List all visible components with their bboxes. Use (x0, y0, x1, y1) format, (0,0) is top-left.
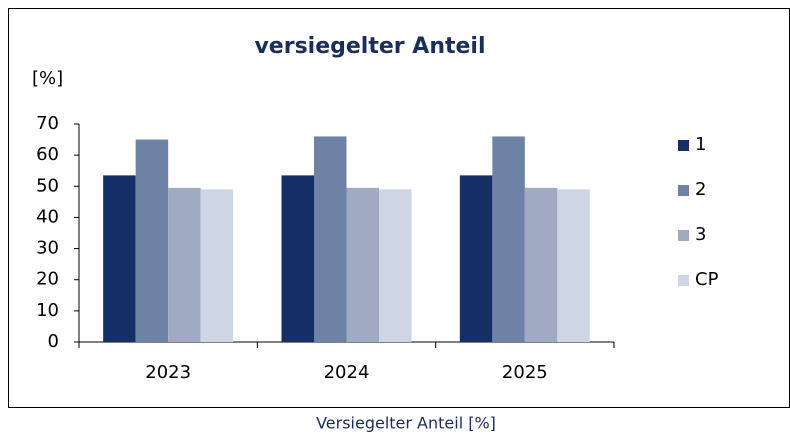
legend-label: CP (695, 269, 719, 290)
y-tick-label: 50 (36, 175, 59, 196)
bar (459, 175, 493, 342)
bar (168, 187, 201, 342)
y-tick-label: 40 (36, 206, 59, 227)
y-tick-label: 60 (36, 144, 59, 165)
bar (281, 175, 314, 342)
bar (314, 136, 347, 342)
x-tick-label: 2023 (145, 362, 191, 383)
bar (135, 139, 169, 342)
legend-swatch (678, 230, 689, 241)
legend-swatch (678, 275, 689, 286)
y-tick-label: 0 (48, 331, 59, 352)
x-tick-label: 2024 (324, 362, 370, 383)
chart-title: versiegelter Anteil (254, 34, 485, 59)
y-tick-label: 10 (36, 300, 59, 321)
legend-label: 3 (695, 224, 706, 245)
legend-swatch (678, 140, 689, 151)
legend-label: 1 (695, 134, 706, 155)
bar (557, 189, 590, 342)
x-tick-label: 2025 (502, 362, 548, 383)
bar (492, 136, 525, 342)
y-axis-label: [%] (32, 68, 63, 89)
bar (379, 189, 412, 342)
legend-swatch (678, 185, 689, 196)
y-tick-label: 20 (36, 269, 59, 290)
y-tick-label: 30 (36, 238, 59, 259)
legend-label: 2 (695, 179, 706, 200)
bar (524, 187, 558, 342)
y-tick-label: 70 (36, 113, 59, 134)
caption: Versiegelter Anteil [%] (316, 414, 496, 433)
bar (200, 189, 234, 342)
bar (103, 175, 136, 342)
bar (346, 187, 379, 342)
